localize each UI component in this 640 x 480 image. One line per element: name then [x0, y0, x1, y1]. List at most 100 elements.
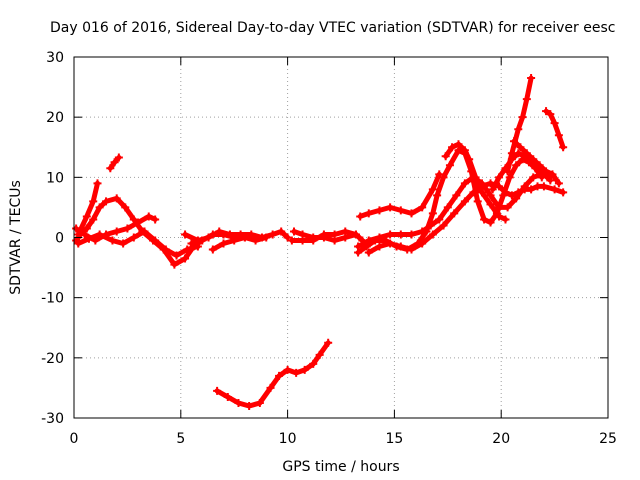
data-point — [112, 227, 121, 236]
data-point — [89, 215, 98, 224]
data-point — [486, 200, 495, 209]
data-point — [82, 224, 91, 233]
data-point — [439, 221, 448, 230]
data-point — [407, 209, 416, 218]
data-point — [501, 164, 510, 173]
data-point — [507, 191, 516, 200]
data-point — [435, 170, 444, 179]
data-point — [514, 149, 523, 158]
series-line — [490, 150, 553, 192]
data-point — [364, 236, 373, 245]
chart-title: Day 016 of 2016, Sidereal Day-to-day VTE… — [50, 20, 615, 36]
data-point — [324, 338, 333, 347]
data-point — [95, 203, 104, 212]
data-point — [219, 230, 228, 239]
data-point — [428, 185, 437, 194]
data-point — [448, 143, 457, 152]
data-point — [396, 242, 405, 251]
y-axis-label: SDTVAR / TECUs — [8, 180, 24, 295]
data-point — [407, 245, 416, 254]
data-point — [512, 194, 521, 203]
data-point — [255, 398, 264, 407]
data-point — [465, 155, 474, 164]
data-point — [501, 188, 510, 197]
data-point — [309, 236, 318, 245]
data-point — [473, 197, 482, 206]
x-tick-label: 15 — [385, 431, 403, 447]
data-point — [375, 206, 384, 215]
data-point — [550, 185, 559, 194]
data-point — [219, 239, 228, 248]
data-point — [454, 140, 463, 149]
data-point — [287, 236, 296, 245]
data-point — [300, 365, 309, 374]
data-point — [542, 107, 551, 116]
y-tick-label: -30 — [41, 411, 64, 427]
data-point — [89, 197, 98, 206]
data-point — [445, 161, 454, 170]
data-point — [375, 242, 384, 251]
data-point — [396, 230, 405, 239]
data-point — [356, 212, 365, 221]
data-point — [516, 143, 525, 152]
y-tick-label: 0 — [55, 231, 64, 247]
data-point — [95, 230, 104, 239]
series-arc-10 — [287, 227, 360, 245]
data-point — [505, 173, 514, 182]
data-point — [144, 212, 153, 221]
data-point — [268, 230, 277, 239]
data-point — [527, 158, 536, 167]
data-point — [522, 95, 531, 104]
data-point — [181, 254, 190, 263]
data-point — [554, 131, 563, 140]
data-point — [418, 227, 427, 236]
data-point — [426, 221, 435, 230]
series-arc-19 — [488, 149, 555, 194]
data-point — [230, 236, 239, 245]
data-point — [80, 230, 89, 239]
series-arc-15 — [441, 140, 510, 224]
series-line — [73, 195, 205, 268]
data-point — [251, 236, 260, 245]
data-point — [559, 143, 568, 152]
data-point — [102, 197, 111, 206]
data-point — [198, 236, 207, 245]
data-point — [407, 230, 416, 239]
series-line — [75, 180, 100, 237]
data-point — [240, 233, 249, 242]
data-point — [469, 188, 478, 197]
plot-area — [72, 74, 568, 410]
y-tick-label: 10 — [46, 170, 64, 186]
data-point — [443, 203, 452, 212]
data-point — [495, 173, 504, 182]
series-arc-13 — [354, 170, 555, 251]
series-arc-5 — [74, 227, 202, 260]
data-point — [386, 239, 395, 248]
data-point — [208, 230, 217, 239]
data-point — [354, 242, 363, 251]
data-point — [290, 227, 299, 236]
data-point — [439, 173, 448, 182]
data-point — [341, 227, 350, 236]
data-point — [330, 230, 339, 239]
data-point — [140, 227, 149, 236]
x-tick-label: 5 — [176, 431, 185, 447]
data-point — [450, 209, 459, 218]
data-point — [386, 230, 395, 239]
x-tick-label: 20 — [492, 431, 510, 447]
series-line — [443, 141, 508, 222]
data-point — [187, 239, 196, 248]
data-point — [170, 260, 179, 269]
data-point — [428, 209, 437, 218]
data-point — [386, 203, 395, 212]
data-point — [262, 233, 271, 242]
data-point — [277, 227, 286, 236]
data-point — [309, 359, 318, 368]
data-point — [512, 161, 521, 170]
data-point — [546, 110, 555, 119]
data-point — [375, 233, 384, 242]
series-line — [366, 180, 566, 255]
series-arc-17 — [510, 137, 563, 188]
data-point — [129, 233, 138, 242]
data-point — [134, 218, 143, 227]
